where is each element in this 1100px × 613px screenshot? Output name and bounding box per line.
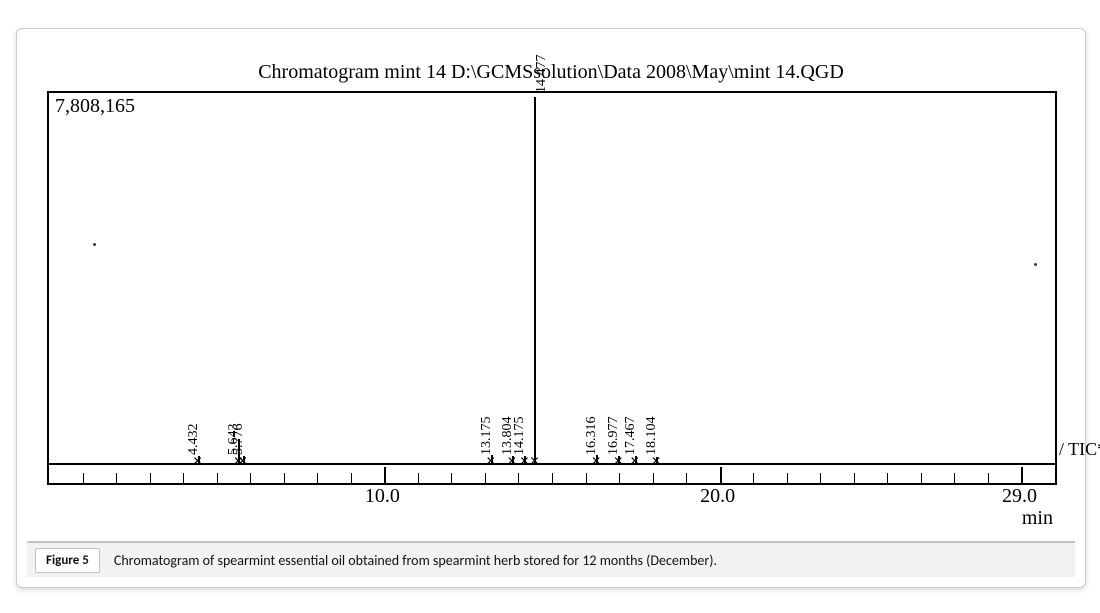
peak-label: 16.977 [606,417,622,456]
x-tick [954,473,955,483]
peak-label: 16.316 [584,417,600,456]
x-tick [317,473,318,483]
x-tick [552,473,553,483]
x-tick [485,473,486,483]
peak-marker-icon: ✕ [519,455,529,467]
x-tick [384,467,386,483]
scan-speck [1034,263,1037,266]
x-tick [820,473,821,483]
peak-label: 14.477 [534,55,550,94]
y-max-label: 7,808,165 [55,95,135,118]
tic-annotation: / TIC*1.00 [1059,439,1100,460]
peak-marker-icon: ✕ [651,455,661,467]
peak-label: 13.175 [479,417,495,456]
peak: ✕16.977 [618,456,620,463]
peak-marker-icon: ✕ [591,455,601,467]
peak: ✕16.316 [596,455,598,463]
figure-tag: Figure 5 [35,548,100,573]
peak: ✕13.804 [512,456,514,463]
peak-marker-icon: ✕ [238,455,248,467]
x-tick [653,473,654,483]
x-tick [284,473,285,483]
peak: ✕4.432 [198,456,200,463]
peak: ✕17.467 [635,456,637,463]
peak: ✕18.104 [656,457,658,463]
peak-marker-icon: ✕ [613,455,623,467]
peak: ✕13.175 [491,455,493,463]
x-tick [451,473,452,483]
figure-card: Chromatogram mint 14 D:\GCMSsolution\Dat… [16,28,1086,588]
figure-caption-bar: Figure 5 Chromatogram of spearmint essen… [27,541,1075,577]
peak-marker-icon: ✕ [193,455,203,467]
x-tick [720,467,722,483]
x-tick [217,473,218,483]
figure-caption-text: Chromatogram of spearmint essential oil … [114,552,717,569]
peak-label: 14.175 [512,417,528,456]
peak-label: 17.467 [623,417,639,456]
x-tick-label: 29.0 [1002,485,1037,508]
peak-marker-icon: ✕ [630,455,640,467]
x-tick [351,473,352,483]
x-tick [116,473,117,483]
x-tick [183,473,184,483]
peak-label: 4.432 [186,424,202,456]
peak: ✕14.477 [534,97,536,463]
chromatogram-plot: 7,808,165 / TIC*1.00✕4.432✕5.643✕5.776✕1… [47,91,1057,485]
x-tick [586,473,587,483]
peak-marker-icon: ✕ [507,455,517,467]
peak-label: 18.104 [644,417,660,456]
x-tick [753,473,754,483]
peak: ✕5.776 [243,456,245,463]
x-tick [1021,467,1023,483]
x-tick [854,473,855,483]
peak-marker-icon: ✕ [529,455,539,467]
x-tick [83,473,84,483]
x-tick [418,473,419,483]
x-tick [150,473,151,483]
chart-title: Chromatogram mint 14 D:\GCMSsolution\Dat… [17,61,1085,84]
x-tick [250,473,251,483]
peak-label: 5.776 [231,424,247,456]
x-tick [787,473,788,483]
peak: ✕14.175 [524,456,526,463]
page: Chromatogram mint 14 D:\GCMSsolution\Dat… [0,0,1100,613]
scan-speck [93,243,96,246]
x-tick-label: 10.0 [365,485,400,508]
x-tick [988,473,989,483]
x-tick [887,473,888,483]
x-axis-unit: min [1022,507,1053,530]
x-tick [518,473,519,483]
x-tick [686,473,687,483]
peak-marker-icon: ✕ [486,455,496,467]
x-tick [921,473,922,483]
x-axis-labels: 10.0 20.0 29.0 [47,485,1053,509]
x-tick-label: 20.0 [700,485,735,508]
x-tick [619,473,620,483]
